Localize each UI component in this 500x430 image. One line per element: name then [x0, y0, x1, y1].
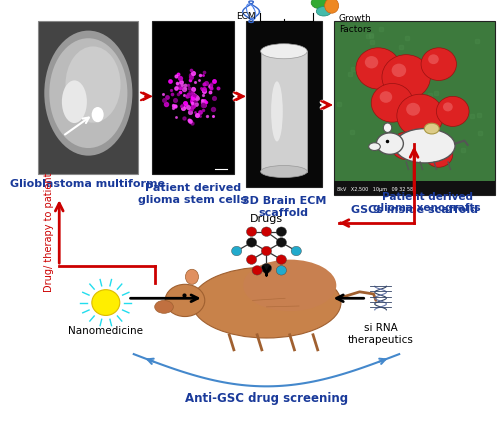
Circle shape — [406, 104, 420, 117]
Circle shape — [246, 227, 256, 237]
Ellipse shape — [62, 81, 87, 124]
Ellipse shape — [260, 45, 307, 60]
Ellipse shape — [260, 166, 307, 178]
Ellipse shape — [186, 270, 198, 285]
Text: 3D Brain ECM
scaffold: 3D Brain ECM scaffold — [242, 196, 326, 217]
Ellipse shape — [424, 124, 439, 135]
Circle shape — [380, 92, 392, 104]
Circle shape — [276, 227, 286, 237]
Circle shape — [291, 247, 302, 256]
Ellipse shape — [243, 260, 336, 311]
Ellipse shape — [394, 129, 455, 163]
Circle shape — [252, 266, 262, 276]
Circle shape — [430, 147, 439, 155]
Circle shape — [246, 255, 256, 265]
Text: Growth
Factors: Growth Factors — [338, 15, 372, 34]
Ellipse shape — [271, 82, 283, 142]
Text: Drug/ therapy to patient: Drug/ therapy to patient — [44, 172, 54, 292]
Circle shape — [262, 227, 272, 237]
Bar — [334, 22, 494, 196]
Text: ECM: ECM — [236, 12, 256, 21]
Circle shape — [371, 84, 413, 123]
Text: 8kV   X2,500   10μm   09 32 583: 8kV X2,500 10μm 09 32 583 — [338, 186, 416, 191]
Ellipse shape — [154, 301, 174, 313]
Ellipse shape — [311, 0, 329, 10]
Circle shape — [262, 247, 272, 256]
Circle shape — [425, 142, 452, 168]
Circle shape — [392, 133, 421, 160]
Text: si RNA
therapeutics: si RNA therapeutics — [348, 322, 414, 344]
Ellipse shape — [44, 31, 132, 156]
Circle shape — [365, 57, 378, 69]
Ellipse shape — [384, 124, 392, 133]
Bar — [152, 22, 234, 174]
Ellipse shape — [316, 8, 331, 17]
Circle shape — [246, 238, 256, 248]
Circle shape — [276, 238, 286, 248]
Circle shape — [436, 97, 469, 127]
Ellipse shape — [66, 47, 120, 123]
Text: Anti-GSC drug screening: Anti-GSC drug screening — [185, 390, 348, 404]
Text: Glioblastoma multiforme: Glioblastoma multiforme — [10, 178, 164, 188]
Circle shape — [397, 138, 406, 147]
Ellipse shape — [50, 39, 128, 149]
Text: Patient derived
glioma stem cells: Patient derived glioma stem cells — [138, 183, 248, 204]
Ellipse shape — [92, 108, 104, 123]
Bar — [246, 22, 322, 187]
PathPatch shape — [260, 52, 307, 172]
Text: Patient derived
glioma xenografts: Patient derived glioma xenografts — [374, 191, 481, 213]
Text: Drugs: Drugs — [250, 214, 283, 224]
Circle shape — [421, 49, 456, 81]
Bar — [334, 182, 494, 196]
Circle shape — [397, 95, 444, 138]
Circle shape — [276, 266, 286, 276]
Ellipse shape — [165, 285, 205, 317]
Circle shape — [382, 55, 430, 100]
Circle shape — [356, 49, 401, 90]
Circle shape — [428, 55, 439, 65]
Bar — [38, 22, 138, 174]
Circle shape — [92, 290, 120, 316]
Ellipse shape — [368, 144, 380, 151]
Ellipse shape — [324, 0, 338, 14]
Ellipse shape — [192, 267, 341, 338]
Circle shape — [392, 64, 406, 78]
Circle shape — [276, 255, 286, 265]
Text: Nanomedicine: Nanomedicine — [68, 325, 144, 335]
Circle shape — [232, 247, 242, 256]
Text: GSCs inside scaffold: GSCs inside scaffold — [350, 204, 478, 214]
Circle shape — [262, 264, 272, 273]
Ellipse shape — [376, 134, 404, 155]
Circle shape — [443, 103, 452, 112]
